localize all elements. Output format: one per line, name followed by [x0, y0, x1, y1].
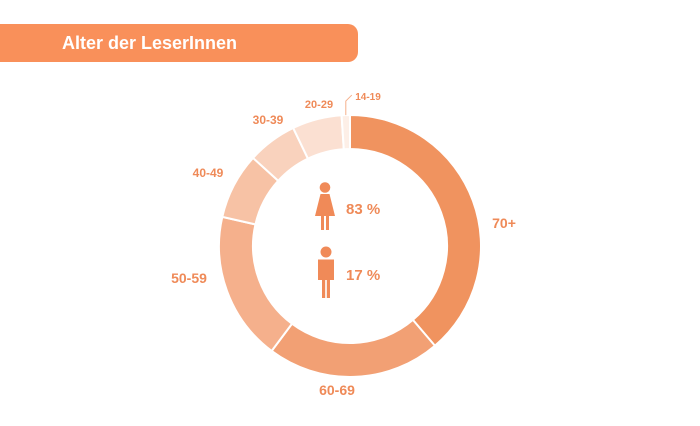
male-icon	[318, 246, 334, 298]
segment-label-14-19: 14-19	[355, 92, 381, 103]
female-percentage: 83 %	[346, 201, 380, 218]
female-icon	[315, 182, 335, 230]
leader-lines	[345, 94, 353, 116]
segment-label-30-39: 30-39	[253, 113, 284, 127]
donut-segment-60-69	[270, 318, 437, 378]
segment-label-60-69: 60-69	[319, 382, 355, 398]
segment-label-50-59: 50-59	[171, 270, 207, 286]
donut-segments	[218, 113, 482, 378]
leader-line-14-19	[345, 94, 353, 116]
segment-labels: 70+ 60-69 50-59 40-49 30-39 20-29 14-19	[171, 92, 516, 398]
chart-title: Alter der LeserInnen	[62, 33, 238, 53]
title-banner: Alter der LeserInnen	[0, 24, 358, 62]
male-percentage: 17 %	[346, 267, 380, 284]
segment-label-70plus: 70+	[492, 215, 516, 231]
segment-label-40-49: 40-49	[193, 166, 224, 180]
segment-label-20-29: 20-29	[305, 99, 333, 111]
donut-segment-14-19	[340, 113, 351, 151]
donut-segment-50-59	[218, 215, 294, 353]
donut-segment-70plus	[349, 113, 482, 348]
